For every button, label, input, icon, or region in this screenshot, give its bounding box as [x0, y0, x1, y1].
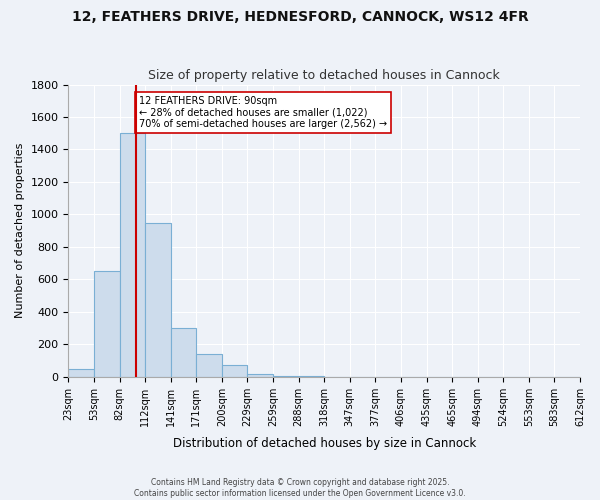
- Title: Size of property relative to detached houses in Cannock: Size of property relative to detached ho…: [148, 69, 500, 82]
- Bar: [171, 328, 196, 377]
- Bar: [222, 366, 247, 377]
- Bar: [119, 134, 145, 377]
- Bar: [247, 374, 273, 377]
- Text: Contains HM Land Registry data © Crown copyright and database right 2025.
Contai: Contains HM Land Registry data © Crown c…: [134, 478, 466, 498]
- Bar: [273, 376, 299, 377]
- Text: 12 FEATHERS DRIVE: 90sqm
← 28% of detached houses are smaller (1,022)
70% of sem: 12 FEATHERS DRIVE: 90sqm ← 28% of detach…: [139, 96, 387, 129]
- Bar: [145, 222, 171, 377]
- Bar: [196, 354, 222, 377]
- Bar: [68, 368, 94, 377]
- Bar: [94, 272, 119, 377]
- X-axis label: Distribution of detached houses by size in Cannock: Distribution of detached houses by size …: [173, 437, 476, 450]
- Text: 12, FEATHERS DRIVE, HEDNESFORD, CANNOCK, WS12 4FR: 12, FEATHERS DRIVE, HEDNESFORD, CANNOCK,…: [71, 10, 529, 24]
- Y-axis label: Number of detached properties: Number of detached properties: [15, 143, 25, 318]
